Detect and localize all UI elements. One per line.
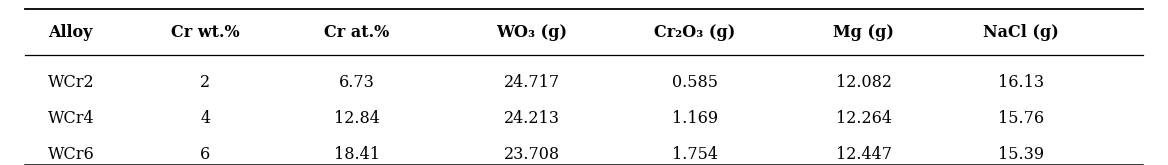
Text: 16.13: 16.13 [997,74,1044,91]
Text: 2: 2 [200,74,210,91]
Text: 15.76: 15.76 [997,110,1044,127]
Text: Cr wt.%: Cr wt.% [171,24,239,41]
Text: 12.264: 12.264 [835,110,891,127]
Text: WCr4: WCr4 [48,110,95,127]
Text: WCr2: WCr2 [48,74,95,91]
Text: 24.717: 24.717 [503,74,559,91]
Text: WO₃ (g): WO₃ (g) [496,24,568,41]
Text: 15.39: 15.39 [997,146,1044,163]
Text: 24.213: 24.213 [503,110,559,127]
Text: 12.84: 12.84 [334,110,380,127]
Text: 12.082: 12.082 [835,74,891,91]
Text: 12.447: 12.447 [835,146,891,163]
Text: 1.754: 1.754 [672,146,717,163]
Text: 6: 6 [200,146,210,163]
Text: Mg (g): Mg (g) [833,24,894,41]
Text: Cr at.%: Cr at.% [325,24,389,41]
Text: 4: 4 [200,110,210,127]
Text: 0.585: 0.585 [672,74,717,91]
Text: Cr₂O₃ (g): Cr₂O₃ (g) [654,24,736,41]
Text: 23.708: 23.708 [503,146,559,163]
Text: WCr6: WCr6 [48,146,95,163]
Text: 6.73: 6.73 [339,74,375,91]
Text: NaCl (g): NaCl (g) [983,24,1059,41]
Text: 18.41: 18.41 [334,146,380,163]
Text: 1.169: 1.169 [672,110,718,127]
Text: Alloy: Alloy [48,24,92,41]
